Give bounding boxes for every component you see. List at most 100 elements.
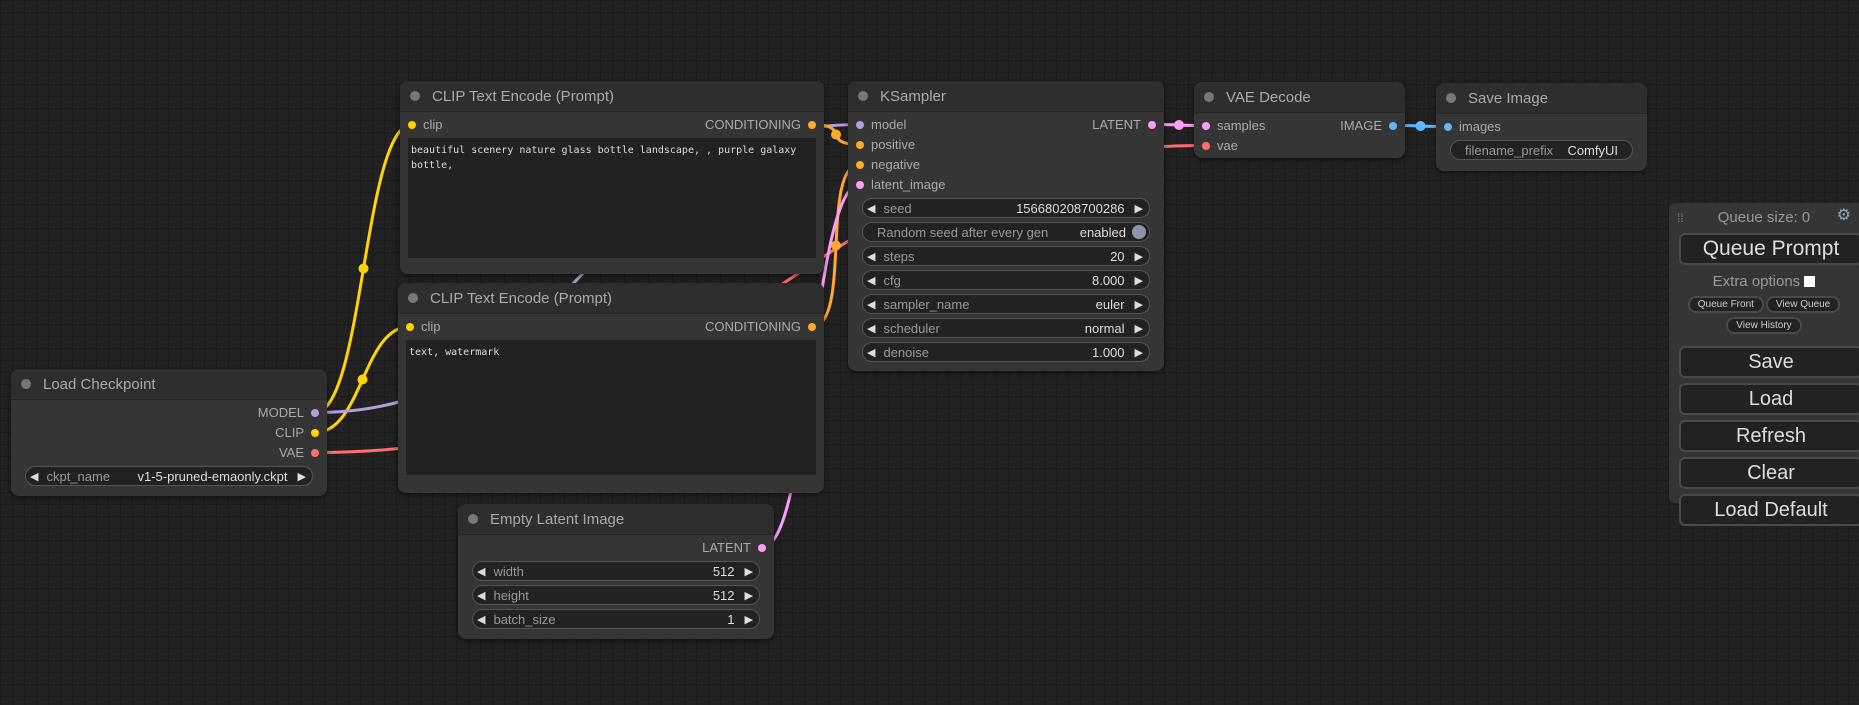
input-slot-positive[interactable]: positive: [856, 137, 915, 152]
wire-midpoint-handle[interactable]: [358, 263, 369, 274]
output-slot-conditioning[interactable]: CONDITIONING: [705, 319, 816, 334]
prompt-textarea[interactable]: beautiful scenery nature glass bottle la…: [408, 138, 816, 258]
arrow-right-icon[interactable]: ▶: [744, 565, 753, 578]
arrow-right-icon[interactable]: ▶: [1134, 250, 1143, 263]
arrow-left-icon[interactable]: ◀: [477, 613, 486, 626]
slot-dot-icon[interactable]: [1202, 141, 1210, 150]
slot-dot-icon[interactable]: [1389, 121, 1397, 130]
node-empty-latent-image[interactable]: Empty Latent Image LATENT ◀ width 512 ▶ ◀ heigh…: [458, 504, 774, 639]
slot-dot-icon[interactable]: [856, 180, 864, 189]
arrow-right-icon[interactable]: ▶: [1134, 346, 1143, 359]
slot-dot-icon[interactable]: [856, 160, 864, 169]
queue-front-button[interactable]: Queue Front: [1687, 296, 1764, 313]
node-title-bar[interactable]: CLIP Text Encode (Prompt): [400, 81, 824, 112]
node-save-image[interactable]: Save Image images filename_prefix ComfyUI: [1436, 83, 1647, 171]
gear-icon[interactable]: ⚙: [1836, 207, 1851, 224]
arrow-left-icon[interactable]: ◀: [477, 565, 486, 578]
widget-seed[interactable]: ◀ seed 156680208700286 ▶: [862, 198, 1150, 218]
output-slot-image[interactable]: IMAGE: [1340, 118, 1397, 133]
slot-dot-icon[interactable]: [856, 120, 864, 129]
input-slot-images[interactable]: images: [1444, 119, 1501, 134]
output-slot-model[interactable]: MODEL: [258, 405, 319, 420]
node-title-bar[interactable]: Save Image: [1436, 83, 1647, 114]
view-queue-button[interactable]: View Queue: [1765, 296, 1841, 313]
output-slot-vae[interactable]: VAE: [279, 445, 319, 460]
queue-prompt-button[interactable]: Queue Prompt: [1679, 233, 1859, 265]
slot-dot-icon[interactable]: [311, 448, 319, 457]
slot-dot-icon[interactable]: [1444, 122, 1452, 131]
collapse-dot-icon[interactable]: [410, 91, 420, 101]
node-title-bar[interactable]: VAE Decode: [1194, 82, 1405, 113]
node-ksampler[interactable]: KSampler model LATENT positive negative laten…: [848, 81, 1164, 371]
arrow-left-icon[interactable]: ◀: [477, 589, 486, 602]
output-slot-clip[interactable]: CLIP: [275, 425, 319, 440]
arrow-left-icon[interactable]: ◀: [30, 470, 39, 483]
widget-scheduler[interactable]: ◀ scheduler normal ▶: [862, 318, 1150, 338]
arrow-right-icon[interactable]: ▶: [744, 589, 753, 602]
input-slot-vae[interactable]: vae: [1202, 138, 1238, 153]
refresh-button[interactable]: Refresh: [1679, 420, 1859, 452]
slot-dot-icon[interactable]: [406, 322, 414, 331]
arrow-right-icon[interactable]: ▶: [1134, 298, 1143, 311]
widget-batch-size[interactable]: ◀ batch_size 1 ▶: [472, 609, 760, 629]
node-title-bar[interactable]: Load Checkpoint: [11, 369, 327, 400]
collapse-dot-icon[interactable]: [408, 293, 418, 303]
node-title-bar[interactable]: KSampler: [848, 81, 1164, 112]
collapse-dot-icon[interactable]: [858, 91, 868, 101]
node-title-bar[interactable]: CLIP Text Encode (Prompt): [398, 283, 824, 314]
prompt-textarea[interactable]: text, watermark: [406, 340, 816, 475]
slot-dot-icon[interactable]: [808, 120, 816, 129]
input-slot-clip[interactable]: clip: [406, 319, 441, 334]
node-load-checkpoint[interactable]: Load Checkpoint MODEL CLIP VAE ◀ ckpt_name v1-…: [11, 369, 327, 496]
node-clip-text-encode-prompt[interactable]: CLIP Text Encode (Prompt) clip CONDITIONIN…: [400, 81, 824, 274]
widget-steps[interactable]: ◀ steps 20 ▶: [862, 246, 1150, 266]
input-slot-model[interactable]: model: [856, 117, 906, 132]
arrow-right-icon[interactable]: ▶: [1134, 202, 1143, 215]
widget-ckpt-name[interactable]: ◀ ckpt_name v1-5-pruned-emaonly.ckpt ▶: [25, 466, 313, 486]
wire-midpoint-handle[interactable]: [1415, 121, 1426, 131]
collapse-dot-icon[interactable]: [468, 514, 478, 524]
widget-width[interactable]: ◀ width 512 ▶: [472, 561, 760, 581]
widget-cfg[interactable]: ◀ cfg 8.000 ▶: [862, 270, 1150, 290]
output-slot-latent[interactable]: LATENT: [1092, 117, 1156, 132]
widget-height[interactable]: ◀ height 512 ▶: [472, 585, 760, 605]
arrow-left-icon[interactable]: ◀: [867, 322, 876, 335]
slot-dot-icon[interactable]: [856, 140, 864, 149]
arrow-left-icon[interactable]: ◀: [867, 298, 876, 311]
collapse-dot-icon[interactable]: [1446, 93, 1456, 103]
toggle-knob-icon[interactable]: [1132, 225, 1146, 239]
widget-denoise[interactable]: ◀ denoise 1.000 ▶: [862, 342, 1150, 362]
widget-filename-prefix[interactable]: filename_prefix ComfyUI: [1450, 140, 1633, 160]
collapse-dot-icon[interactable]: [1204, 92, 1214, 102]
save-button[interactable]: Save: [1679, 346, 1859, 378]
arrow-left-icon[interactable]: ◀: [867, 250, 876, 263]
input-slot-clip[interactable]: clip: [408, 117, 443, 132]
node-vae-decode[interactable]: VAE Decode samples IMAGE vae: [1194, 82, 1405, 158]
input-slot-negative[interactable]: negative: [856, 157, 920, 172]
node-clip-text-encode-prompt[interactable]: CLIP Text Encode (Prompt) clip CONDITIONIN…: [398, 283, 824, 493]
widget-sampler-name[interactable]: ◀ sampler_name euler ▶: [862, 294, 1150, 314]
slot-dot-icon[interactable]: [311, 408, 319, 417]
collapse-dot-icon[interactable]: [21, 379, 31, 389]
arrow-right-icon[interactable]: ▶: [297, 470, 306, 483]
arrow-left-icon[interactable]: ◀: [867, 274, 876, 287]
view-history-button[interactable]: View History: [1726, 317, 1802, 334]
slot-dot-icon[interactable]: [758, 543, 766, 552]
arrow-right-icon[interactable]: ▶: [744, 613, 753, 626]
node-title-bar[interactable]: Empty Latent Image: [458, 504, 774, 535]
slot-dot-icon[interactable]: [408, 120, 416, 129]
wire-midpoint-handle[interactable]: [357, 374, 368, 385]
load-button[interactable]: Load: [1679, 383, 1859, 415]
wire-midpoint-handle[interactable]: [1174, 120, 1184, 130]
wire-midpoint-handle[interactable]: [831, 240, 841, 251]
output-slot-conditioning[interactable]: CONDITIONING: [705, 117, 816, 132]
input-slot-latent-image[interactable]: latent_image: [856, 177, 945, 192]
clear-button[interactable]: Clear: [1679, 457, 1859, 489]
slot-dot-icon[interactable]: [1202, 121, 1210, 130]
arrow-left-icon[interactable]: ◀: [867, 202, 876, 215]
slot-dot-icon[interactable]: [1148, 120, 1156, 129]
output-slot-latent[interactable]: LATENT: [702, 540, 766, 555]
slot-dot-icon[interactable]: [311, 428, 319, 437]
arrow-right-icon[interactable]: ▶: [1134, 274, 1143, 287]
slot-dot-icon[interactable]: [808, 322, 816, 331]
